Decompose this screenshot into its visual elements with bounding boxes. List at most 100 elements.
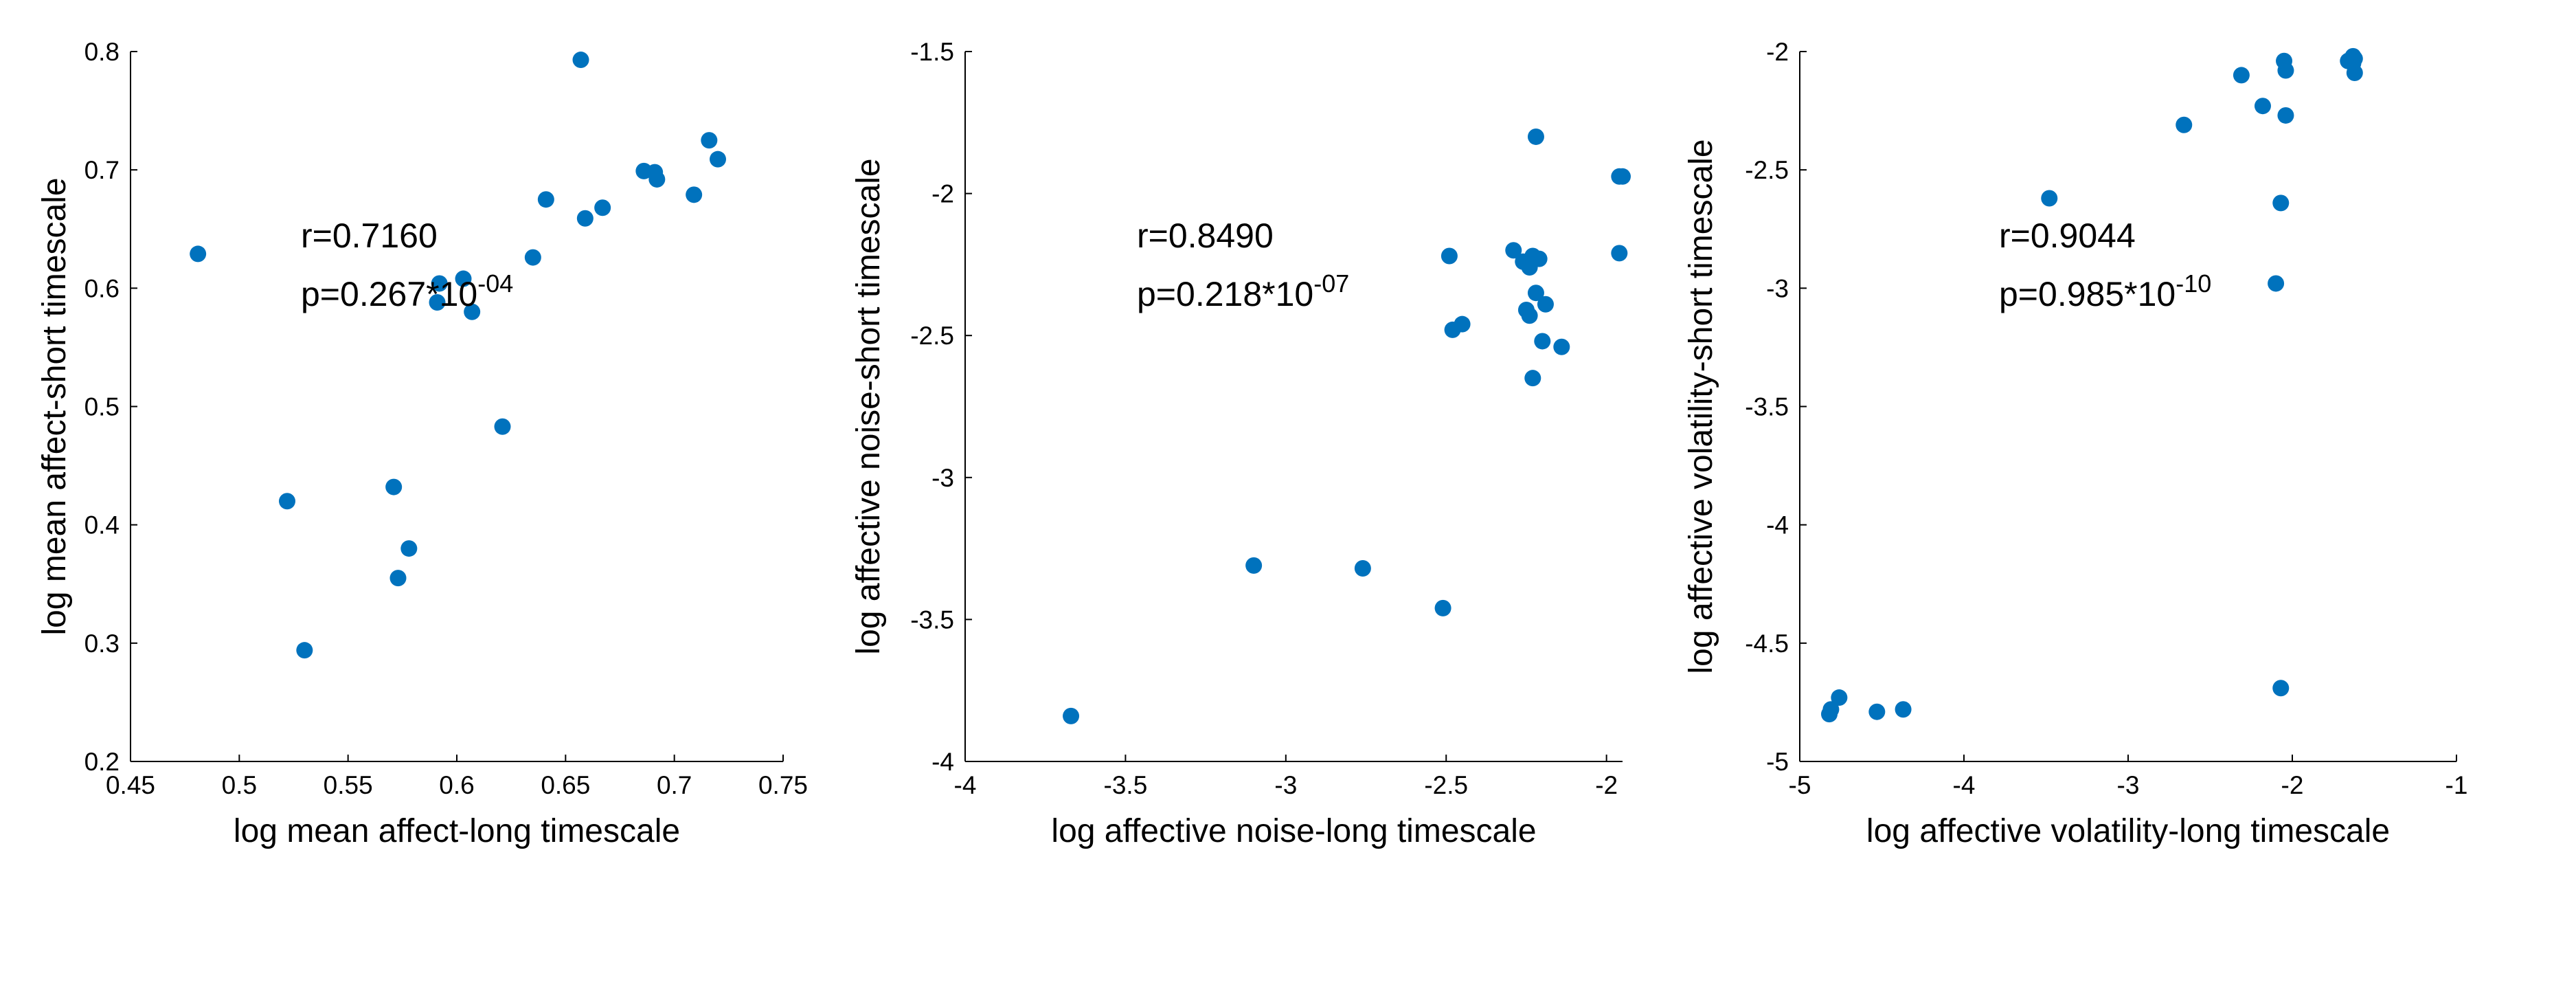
y-tick-label: -2 — [931, 180, 954, 208]
data-point — [385, 478, 403, 496]
data-point — [1505, 242, 1522, 259]
p-annotation: p=0.985*10-10 — [1999, 269, 2211, 313]
p-annotation: p=0.267*10-04 — [301, 269, 513, 313]
data-point — [1822, 701, 1840, 718]
data-point — [1527, 128, 1544, 145]
data-point — [389, 570, 407, 587]
x-tick-label: -2.5 — [1424, 771, 1468, 799]
data-point — [1354, 560, 1371, 577]
data-point — [1245, 557, 1263, 574]
data-point — [572, 52, 589, 69]
y-tick-label: -1.5 — [910, 38, 954, 66]
data-point — [2346, 64, 2363, 81]
data-point — [2346, 50, 2363, 67]
y-tick-label: 0.3 — [84, 630, 120, 658]
r-annotation: r=0.9044 — [1999, 216, 2136, 255]
x-tick-label: -3 — [2117, 771, 2140, 799]
y-axis-label: log affective noise-short timescale — [850, 158, 887, 654]
x-tick-label: -2 — [2281, 771, 2304, 799]
x-tick-label: -5 — [1789, 771, 1811, 799]
x-tick-label: 0.75 — [758, 771, 808, 799]
data-point — [1440, 247, 1458, 265]
y-tick-label: 0.7 — [84, 156, 120, 184]
y-tick-label: -2.5 — [910, 322, 954, 350]
data-point — [1530, 250, 1548, 267]
y-axis-label: log affective volatility-short timescale — [1683, 139, 1719, 673]
x-axis-label: log mean affect-long timescale — [234, 813, 680, 849]
y-tick-label: -4.5 — [1745, 630, 1789, 658]
data-point — [524, 249, 541, 266]
data-point — [1063, 707, 1080, 724]
data-point — [2272, 680, 2290, 697]
data-point — [686, 186, 703, 203]
data-point — [701, 132, 718, 149]
y-tick-label: -3 — [931, 464, 954, 492]
p-annotation: p=0.218*10-07 — [1137, 269, 1349, 313]
data-point — [1611, 245, 1628, 262]
data-point — [2254, 98, 2271, 115]
r-annotation: r=0.7160 — [301, 216, 438, 255]
y-tick-label: -5 — [1766, 748, 1789, 776]
x-tick-label: -1 — [2445, 771, 2468, 799]
panel-2: -4 -3.5 -3 -2.5 -2 -4 -3.5 -3 -2.5 -2 -1.5 log affe… — [850, 38, 1631, 849]
y-tick-label: -3 — [1766, 274, 1789, 302]
data-point — [710, 151, 726, 168]
data-point — [279, 493, 295, 510]
x-tick-label: 0.65 — [541, 771, 590, 799]
y-tick-label: -4 — [931, 748, 954, 776]
y-tick-label: 0.2 — [84, 748, 120, 776]
data-point — [2277, 107, 2294, 124]
y-tick-label: -3.5 — [910, 605, 954, 634]
y-tick-label: 0.4 — [84, 511, 120, 539]
x-tick-label: 0.6 — [439, 771, 474, 799]
data-point — [1553, 338, 1570, 355]
y-tick-label: -3.5 — [1745, 393, 1789, 421]
x-tick-label: 0.5 — [222, 771, 257, 799]
data-point — [594, 199, 611, 216]
x-tick-label: 0.45 — [106, 771, 155, 799]
y-tick-label: -2 — [1766, 38, 1789, 66]
data-point — [2176, 116, 2193, 133]
x-tick-label: 0.7 — [657, 771, 692, 799]
data-point — [2233, 67, 2250, 84]
x-tick-label: -3.5 — [1104, 771, 1148, 799]
y-tick-label: -4 — [1766, 511, 1789, 539]
y-tick-label: 0.8 — [84, 38, 120, 66]
x-tick-label: -2 — [1595, 771, 1618, 799]
data-point — [494, 418, 511, 435]
x-tick-label: 0.55 — [324, 771, 373, 799]
x-tick-label: -4 — [1953, 771, 1976, 799]
data-point — [1614, 168, 1631, 185]
x-tick-label: -4 — [954, 771, 977, 799]
data-point — [429, 293, 446, 311]
data-point — [1868, 703, 1886, 720]
data-point — [464, 303, 481, 320]
data-point — [648, 170, 666, 188]
r-annotation: r=0.8490 — [1137, 216, 1274, 255]
data-point — [431, 275, 448, 292]
panel-1: 0.45 0.5 0.55 0.6 0.65 0.7 0.75 0.2 0.3 0.4 0.5 0.6… — [36, 38, 808, 849]
data-point — [1831, 689, 1848, 706]
y-tick-label: 0.5 — [84, 393, 120, 421]
data-point — [2268, 275, 2285, 292]
data-point — [1527, 285, 1544, 302]
data-point — [2041, 190, 2058, 207]
y-tick-label: 0.6 — [84, 274, 120, 302]
data-point — [537, 191, 554, 208]
data-point — [1521, 307, 1538, 324]
y-tick-label: -2.5 — [1745, 156, 1789, 184]
x-tick-label: -3 — [1274, 771, 1297, 799]
x-axis-label: log affective noise-long timescale — [1051, 813, 1536, 849]
data-point — [2272, 194, 2290, 212]
data-point — [1454, 315, 1471, 333]
data-point — [1434, 599, 1451, 616]
data-point — [2277, 62, 2294, 79]
data-point — [1524, 370, 1541, 387]
data-point — [1895, 701, 1912, 718]
data-point — [400, 540, 418, 557]
panel-3: -5 -4 -3 -2 -1 -5 -4.5 -4 -3.5 -3 -2.5 -2 log affect… — [1683, 38, 2467, 849]
data-point — [1537, 296, 1554, 313]
data-point — [576, 210, 594, 227]
y-axis-label: log mean affect-short timescale — [36, 177, 73, 635]
